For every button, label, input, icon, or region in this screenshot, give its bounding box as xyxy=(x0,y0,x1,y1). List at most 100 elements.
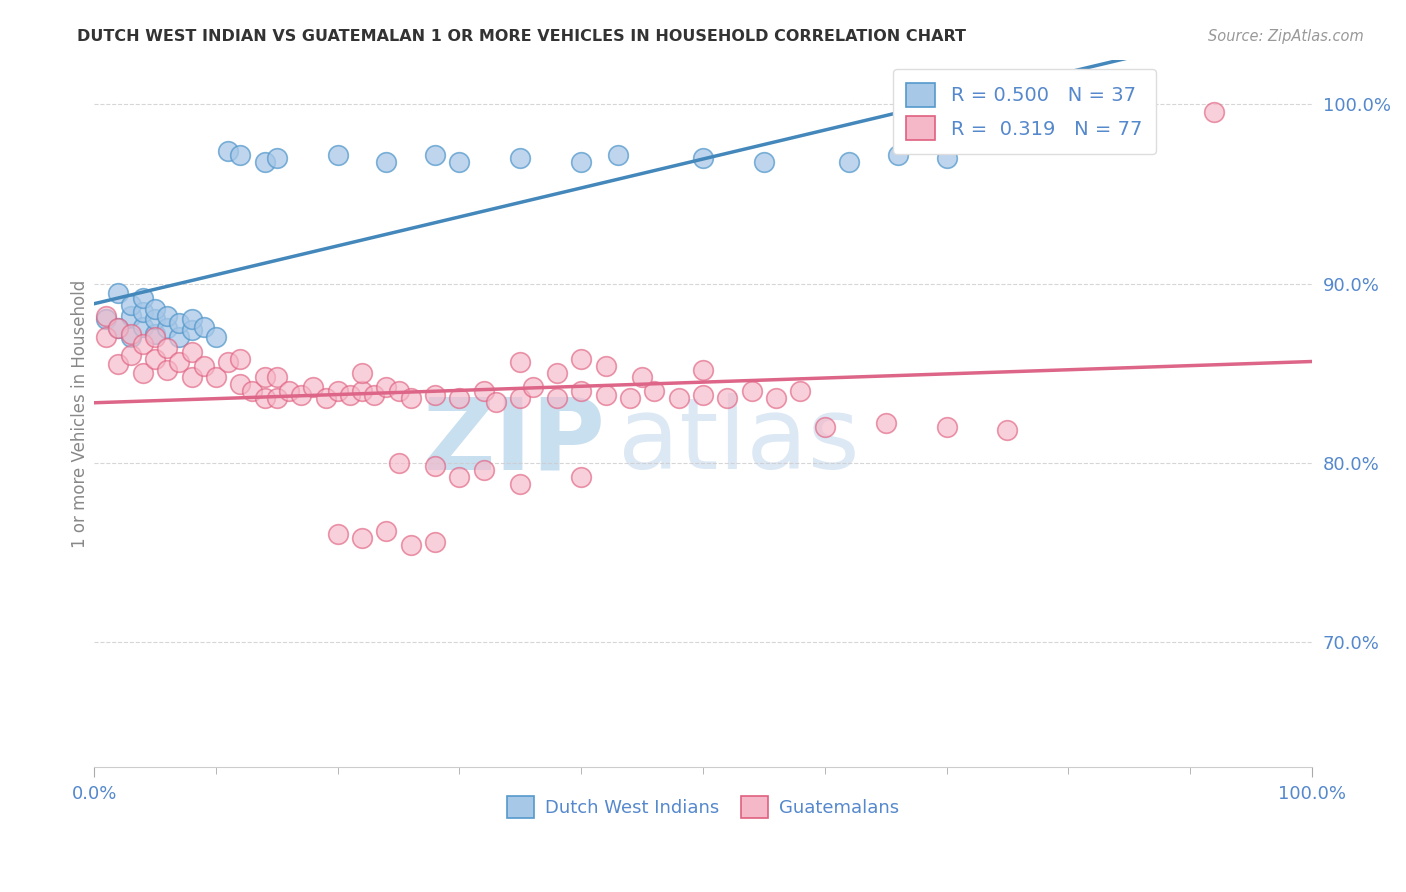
Point xyxy=(935,151,957,165)
Point xyxy=(229,376,252,391)
Point xyxy=(399,391,422,405)
Point xyxy=(423,147,446,161)
Point xyxy=(472,384,495,398)
Point xyxy=(180,369,202,384)
Point xyxy=(143,312,166,326)
Point xyxy=(339,387,361,401)
Point xyxy=(1204,104,1226,119)
Point xyxy=(423,534,446,549)
Point xyxy=(302,380,325,394)
Point xyxy=(692,151,714,165)
Point xyxy=(569,470,592,484)
Point xyxy=(509,391,531,405)
Point xyxy=(789,384,811,398)
Point xyxy=(217,355,239,369)
Point xyxy=(229,147,252,161)
Point xyxy=(350,366,373,380)
Point xyxy=(606,147,628,161)
Point xyxy=(509,477,531,491)
Point xyxy=(522,380,544,394)
Point xyxy=(765,391,787,405)
Point xyxy=(631,369,654,384)
Point xyxy=(193,359,215,373)
Point xyxy=(814,420,837,434)
Point xyxy=(569,351,592,366)
Point xyxy=(509,151,531,165)
Point xyxy=(253,391,276,405)
Point xyxy=(485,394,508,409)
Point xyxy=(266,391,288,405)
Point xyxy=(120,309,142,323)
Text: ZIP: ZIP xyxy=(423,393,606,491)
Point xyxy=(120,298,142,312)
Point xyxy=(278,384,301,398)
Point xyxy=(546,391,568,405)
Point xyxy=(449,470,471,484)
Point xyxy=(120,330,142,344)
Point xyxy=(143,330,166,344)
Point xyxy=(156,362,179,376)
Point xyxy=(595,359,617,373)
Point xyxy=(156,309,179,323)
Point xyxy=(253,154,276,169)
Point xyxy=(156,341,179,355)
Point xyxy=(132,319,155,334)
Point xyxy=(242,384,264,398)
Point xyxy=(120,348,142,362)
Point xyxy=(399,538,422,552)
Point xyxy=(423,459,446,474)
Point xyxy=(692,387,714,401)
Point xyxy=(315,391,337,405)
Y-axis label: 1 or more Vehicles in Household: 1 or more Vehicles in Household xyxy=(72,279,89,548)
Point xyxy=(132,337,155,351)
Point xyxy=(253,369,276,384)
Point xyxy=(643,384,665,398)
Point xyxy=(546,366,568,380)
Point xyxy=(180,323,202,337)
Text: Source: ZipAtlas.com: Source: ZipAtlas.com xyxy=(1208,29,1364,44)
Point xyxy=(169,316,191,330)
Point xyxy=(387,456,409,470)
Point xyxy=(326,384,349,398)
Point xyxy=(107,285,129,300)
Point xyxy=(180,312,202,326)
Point xyxy=(449,391,471,405)
Point xyxy=(509,355,531,369)
Point xyxy=(375,380,398,394)
Point xyxy=(107,321,129,335)
Point xyxy=(96,309,118,323)
Point xyxy=(143,351,166,366)
Point xyxy=(266,369,288,384)
Point xyxy=(1118,104,1140,119)
Point xyxy=(96,312,118,326)
Point xyxy=(169,355,191,369)
Text: atlas: atlas xyxy=(617,393,859,491)
Point xyxy=(887,147,910,161)
Point xyxy=(229,351,252,366)
Point xyxy=(619,391,641,405)
Point xyxy=(569,154,592,169)
Point xyxy=(716,391,738,405)
Point xyxy=(741,384,763,398)
Point xyxy=(997,424,1019,438)
Point xyxy=(838,154,860,169)
Point xyxy=(472,463,495,477)
Point xyxy=(569,384,592,398)
Point xyxy=(350,384,373,398)
Point xyxy=(156,321,179,335)
Point xyxy=(205,369,228,384)
Point xyxy=(363,387,385,401)
Point xyxy=(132,305,155,319)
Point xyxy=(668,391,690,405)
Point xyxy=(205,330,228,344)
Point xyxy=(449,154,471,169)
Point xyxy=(266,151,288,165)
Point xyxy=(193,319,215,334)
Point xyxy=(595,387,617,401)
Point xyxy=(935,420,957,434)
Legend: Dutch West Indians, Guatemalans: Dutch West Indians, Guatemalans xyxy=(501,789,907,825)
Point xyxy=(132,366,155,380)
Point xyxy=(752,154,775,169)
Point xyxy=(692,362,714,376)
Point xyxy=(387,384,409,398)
